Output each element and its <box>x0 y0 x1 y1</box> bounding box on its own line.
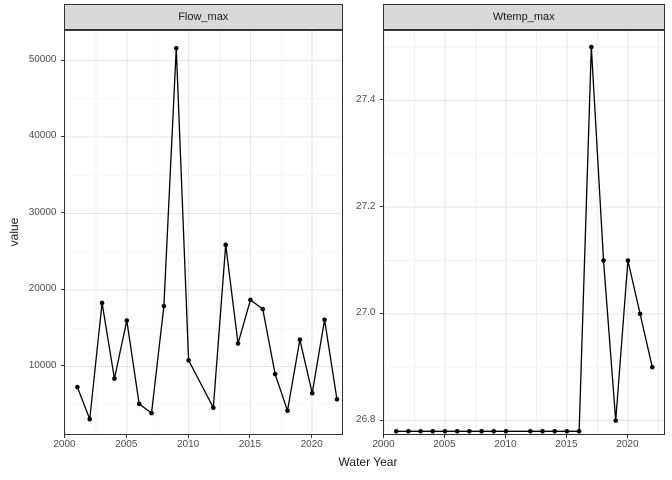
data-point <box>161 303 166 308</box>
data-point <box>503 428 508 434</box>
data-point <box>454 428 459 434</box>
x-tick-label: 2015 <box>238 439 262 450</box>
x-tick-mark <box>626 434 628 438</box>
x-axis-title: Water Year <box>338 455 398 469</box>
x-tick-mark <box>125 434 127 438</box>
data-point <box>612 417 618 423</box>
data-point <box>393 428 398 434</box>
data-point <box>284 407 290 413</box>
data-point <box>259 306 265 311</box>
data-point <box>99 300 104 305</box>
data-point <box>235 340 240 346</box>
y-tick-mark <box>60 59 64 61</box>
x-tick-label: 2005 <box>115 439 138 450</box>
x-tick-mark <box>383 434 384 438</box>
data-line <box>76 47 338 419</box>
plot-area-flow_max <box>64 30 342 434</box>
data-point <box>405 428 411 434</box>
y-tick-label: 20000 <box>28 283 57 295</box>
data-point <box>478 428 484 434</box>
y-tick-mark <box>379 419 383 421</box>
x-tick-label: 2015 <box>555 439 578 450</box>
x-tick-mark <box>504 434 506 438</box>
y-tick-mark <box>60 212 64 214</box>
data-point <box>429 428 435 434</box>
data-point <box>86 416 92 422</box>
data-point <box>539 428 545 434</box>
x-tick-label: 2000 <box>372 439 395 450</box>
data-point <box>124 317 129 323</box>
data-point <box>334 396 339 402</box>
y-tick-label: 50000 <box>28 54 57 66</box>
x-tick-mark <box>311 434 313 438</box>
data-point <box>600 257 606 263</box>
facet-strip-wtemp-max: Wtemp_max <box>382 4 665 30</box>
panel-flow-max <box>63 29 343 435</box>
data-point <box>637 311 642 316</box>
data-point <box>148 410 154 415</box>
x-tick-label: 2010 <box>176 439 200 450</box>
panel-wtemp-max <box>382 29 665 435</box>
data-point <box>527 428 533 434</box>
data-point <box>297 336 302 342</box>
data-point <box>74 384 80 389</box>
data-point <box>576 428 581 434</box>
x-tick-mark <box>249 434 251 438</box>
facet-title-flow-max: Flow_max <box>178 11 229 23</box>
data-point <box>442 428 447 434</box>
data-point <box>490 428 496 434</box>
x-tick-label: 2010 <box>494 439 517 450</box>
plot-area-wtemp_max <box>383 30 664 434</box>
data-point <box>588 44 594 49</box>
y-tick-mark <box>379 312 383 314</box>
y-tick-mark <box>379 99 383 101</box>
data-line <box>395 46 653 432</box>
x-tick-label: 2005 <box>433 439 456 450</box>
facet-title-wtemp-max: Wtemp_max <box>492 11 555 23</box>
data-point <box>247 297 253 302</box>
y-tick-mark <box>60 365 64 367</box>
x-tick-label: 2000 <box>53 439 76 450</box>
y-tick-label: 10000 <box>28 359 57 371</box>
x-tick-label: 2020 <box>300 439 323 450</box>
data-point <box>564 428 569 434</box>
data-point <box>173 45 179 51</box>
data-point <box>222 242 228 247</box>
y-tick-mark <box>379 206 383 208</box>
data-point <box>111 375 117 381</box>
data-point <box>466 428 472 434</box>
data-point <box>321 316 327 322</box>
data-point <box>185 357 191 363</box>
y-tick-label: 40000 <box>28 130 57 142</box>
data-point <box>272 371 277 376</box>
x-tick-mark <box>443 434 445 438</box>
data-point <box>625 257 630 263</box>
data-point <box>309 390 315 396</box>
x-tick-label: 2020 <box>616 439 639 450</box>
data-point <box>649 364 655 370</box>
data-point <box>417 428 423 434</box>
x-tick-mark <box>565 434 567 438</box>
facet-strip-flow-max: Flow_max <box>63 4 343 30</box>
x-tick-mark <box>64 434 65 438</box>
x-tick-mark <box>187 434 189 438</box>
data-point <box>551 428 557 434</box>
y-tick-mark <box>60 288 64 290</box>
y-axis-title: value <box>7 217 21 247</box>
data-point <box>210 404 216 410</box>
data-point <box>136 401 141 406</box>
y-tick-mark <box>60 135 64 137</box>
